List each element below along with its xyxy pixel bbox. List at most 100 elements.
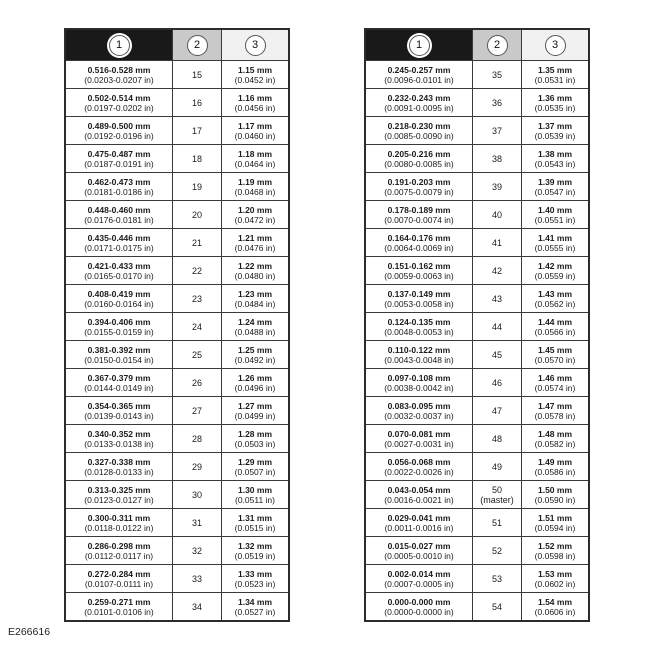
- grade-cell: 37: [472, 116, 522, 145]
- table-row: 0.381-0.392 mm (0.0150-0.0154 in) 25 1.25 m…: [64, 340, 290, 369]
- column-header-grade: 2: [172, 28, 222, 61]
- shim-size-cell: 1.43 mm (0.0562 in): [521, 284, 590, 313]
- shim-size-cell: 1.45 mm (0.0570 in): [521, 340, 590, 369]
- clearance-range-cell: 0.002-0.014 mm (0.0007-0.0005 in): [364, 564, 473, 593]
- shim-size-cell: 1.50 mm (0.0590 in): [521, 480, 590, 509]
- table-row: 0.029-0.041 mm (0.0011-0.0016 in) 51 1.51 m…: [364, 508, 590, 537]
- table-row: 0.164-0.176 mm (0.0064-0.0069 in) 41 1.41 m…: [364, 228, 590, 257]
- table-row: 0.191-0.203 mm (0.0075-0.0079 in) 39 1.39 m…: [364, 172, 590, 201]
- table-row: 0.367-0.379 mm (0.0144-0.0149 in) 26 1.26 m…: [64, 368, 290, 397]
- shim-size-cell: 1.16 mm (0.0456 in): [221, 88, 290, 117]
- clearance-range-cell: 0.124-0.135 mm (0.0048-0.0053 in): [364, 312, 473, 341]
- table-row: 0.394-0.406 mm (0.0155-0.0159 in) 24 1.24 m…: [64, 312, 290, 341]
- grade-cell: 43: [472, 284, 522, 313]
- column-header-clearance: 1: [364, 28, 473, 61]
- clearance-range-cell: 0.502-0.514 mm (0.0197-0.0202 in): [64, 88, 173, 117]
- table-row: 0.137-0.149 mm (0.0053-0.0058 in) 43 1.43 m…: [364, 284, 590, 313]
- clearance-range-cell: 0.272-0.284 mm (0.0107-0.0111 in): [64, 564, 173, 593]
- clearance-range-cell: 0.327-0.338 mm (0.0128-0.0133 in): [64, 452, 173, 481]
- table-row: 0.015-0.027 mm (0.0005-0.0010 in) 52 1.52 m…: [364, 536, 590, 565]
- clearance-range-cell: 0.029-0.041 mm (0.0011-0.0016 in): [364, 508, 473, 537]
- clearance-range-cell: 0.354-0.365 mm (0.0139-0.0143 in): [64, 396, 173, 425]
- clearance-range-cell: 0.448-0.460 mm (0.0176-0.0181 in): [64, 200, 173, 229]
- table-row: 0.124-0.135 mm (0.0048-0.0053 in) 44 1.44 m…: [364, 312, 590, 341]
- grade-cell: 23: [172, 284, 222, 313]
- grade-cell: 53: [472, 564, 522, 593]
- clearance-range-cell: 0.381-0.392 mm (0.0150-0.0154 in): [64, 340, 173, 369]
- table-row: 0.218-0.230 mm (0.0085-0.0090 in) 37 1.37 m…: [364, 116, 590, 145]
- column-header-size: 3: [521, 28, 590, 61]
- shim-size-cell: 1.31 mm (0.0515 in): [221, 508, 290, 537]
- table-row: 0.056-0.068 mm (0.0022-0.0026 in) 49 1.49 m…: [364, 452, 590, 481]
- table-row: 0.448-0.460 mm (0.0176-0.0181 in) 20 1.20 m…: [64, 200, 290, 229]
- shim-size-cell: 1.25 mm (0.0492 in): [221, 340, 290, 369]
- table-row: 0.097-0.108 mm (0.0038-0.0042 in) 46 1.46 m…: [364, 368, 590, 397]
- grade-cell: 36: [472, 88, 522, 117]
- column-header-size: 3: [221, 28, 290, 61]
- shim-size-cell: 1.36 mm (0.0535 in): [521, 88, 590, 117]
- grade-cell: 54: [472, 592, 522, 622]
- shim-size-cell: 1.39 mm (0.0547 in): [521, 172, 590, 201]
- grade-cell: 29: [172, 452, 222, 481]
- table-row: 0.421-0.433 mm (0.0165-0.0170 in) 22 1.22 m…: [64, 256, 290, 285]
- table-row: 0.489-0.500 mm (0.0192-0.0196 in) 17 1.17 m…: [64, 116, 290, 145]
- clearance-range-cell: 0.435-0.446 mm (0.0171-0.0175 in): [64, 228, 173, 257]
- table-row: 0.462-0.473 mm (0.0181-0.0186 in) 19 1.19 m…: [64, 172, 290, 201]
- shim-size-cell: 1.54 mm (0.0606 in): [521, 592, 590, 622]
- clearance-range-cell: 0.245-0.257 mm (0.0096-0.0101 in): [364, 60, 473, 89]
- callout-3-icon: 3: [244, 34, 266, 56]
- figure-id-label: E266616: [8, 626, 51, 638]
- clearance-range-cell: 0.137-0.149 mm (0.0053-0.0058 in): [364, 284, 473, 313]
- header-row: 1 2 3: [64, 28, 290, 61]
- shim-size-cell: 1.40 mm (0.0551 in): [521, 200, 590, 229]
- table-row: 0.151-0.162 mm (0.0059-0.0063 in) 42 1.42 m…: [364, 256, 590, 285]
- clearance-range-cell: 0.205-0.216 mm (0.0080-0.0085 in): [364, 144, 473, 173]
- grade-cell: 33: [172, 564, 222, 593]
- callout-1-icon: 1: [408, 34, 430, 56]
- table-header: 1 2 3: [64, 28, 290, 61]
- table-row: 0.327-0.338 mm (0.0128-0.0133 in) 29 1.29 m…: [64, 452, 290, 481]
- table-row: 0.043-0.054 mm (0.0016-0.0021 in) 50 (mast…: [364, 480, 590, 509]
- grade-cell: 28: [172, 424, 222, 453]
- grade-cell: 16: [172, 88, 222, 117]
- shim-size-cell: 1.26 mm (0.0496 in): [221, 368, 290, 397]
- shim-size-cell: 1.24 mm (0.0488 in): [221, 312, 290, 341]
- grade-cell: 44: [472, 312, 522, 341]
- grade-cell: 34: [172, 592, 222, 622]
- table-row: 0.110-0.122 mm (0.0043-0.0048 in) 45 1.45 m…: [364, 340, 590, 369]
- table-row: 0.232-0.243 mm (0.0091-0.0095 in) 36 1.36 m…: [364, 88, 590, 117]
- grade-cell: 51: [472, 508, 522, 537]
- shim-size-cell: 1.51 mm (0.0594 in): [521, 508, 590, 537]
- clearance-range-cell: 0.489-0.500 mm (0.0192-0.0196 in): [64, 116, 173, 145]
- shim-size-cell: 1.38 mm (0.0543 in): [521, 144, 590, 173]
- shim-table-grades-15-34: 1 2 3 0.516-0.528 mm (0.0203-0.0207 in) 15…: [64, 28, 290, 622]
- grade-cell: 32: [172, 536, 222, 565]
- grade-cell: 18: [172, 144, 222, 173]
- grade-cell: 22: [172, 256, 222, 285]
- clearance-range-cell: 0.218-0.230 mm (0.0085-0.0090 in): [364, 116, 473, 145]
- clearance-range-cell: 0.259-0.271 mm (0.0101-0.0106 in): [64, 592, 173, 622]
- table-row: 0.475-0.487 mm (0.0187-0.0191 in) 18 1.18 m…: [64, 144, 290, 173]
- shim-size-cell: 1.41 mm (0.0555 in): [521, 228, 590, 257]
- grade-cell: 30: [172, 480, 222, 509]
- shim-size-cell: 1.18 mm (0.0464 in): [221, 144, 290, 173]
- grade-cell: 24: [172, 312, 222, 341]
- grade-cell: 39: [472, 172, 522, 201]
- grade-cell: 35: [472, 60, 522, 89]
- table-row: 0.205-0.216 mm (0.0080-0.0085 in) 38 1.38 m…: [364, 144, 590, 173]
- clearance-range-cell: 0.097-0.108 mm (0.0038-0.0042 in): [364, 368, 473, 397]
- grade-cell: 45: [472, 340, 522, 369]
- shim-size-cell: 1.20 mm (0.0472 in): [221, 200, 290, 229]
- table-row: 0.516-0.528 mm (0.0203-0.0207 in) 15 1.15 m…: [64, 60, 290, 89]
- grade-cell: 50 (master): [472, 480, 522, 509]
- grade-cell: 15: [172, 60, 222, 89]
- clearance-range-cell: 0.083-0.095 mm (0.0032-0.0037 in): [364, 396, 473, 425]
- shim-size-cell: 1.46 mm (0.0574 in): [521, 368, 590, 397]
- shim-size-cell: 1.42 mm (0.0559 in): [521, 256, 590, 285]
- shim-size-cell: 1.19 mm (0.0468 in): [221, 172, 290, 201]
- shim-tables: 1 2 3 0.516-0.528 mm (0.0203-0.0207 in) 15…: [64, 28, 590, 622]
- shim-table-grades-35-54: 1 2 3 0.245-0.257 mm (0.0096-0.0101 in) 35…: [364, 28, 590, 622]
- shim-size-cell: 1.47 mm (0.0578 in): [521, 396, 590, 425]
- shim-size-cell: 1.49 mm (0.0586 in): [521, 452, 590, 481]
- table-body: 0.516-0.528 mm (0.0203-0.0207 in) 15 1.15 m…: [64, 60, 290, 622]
